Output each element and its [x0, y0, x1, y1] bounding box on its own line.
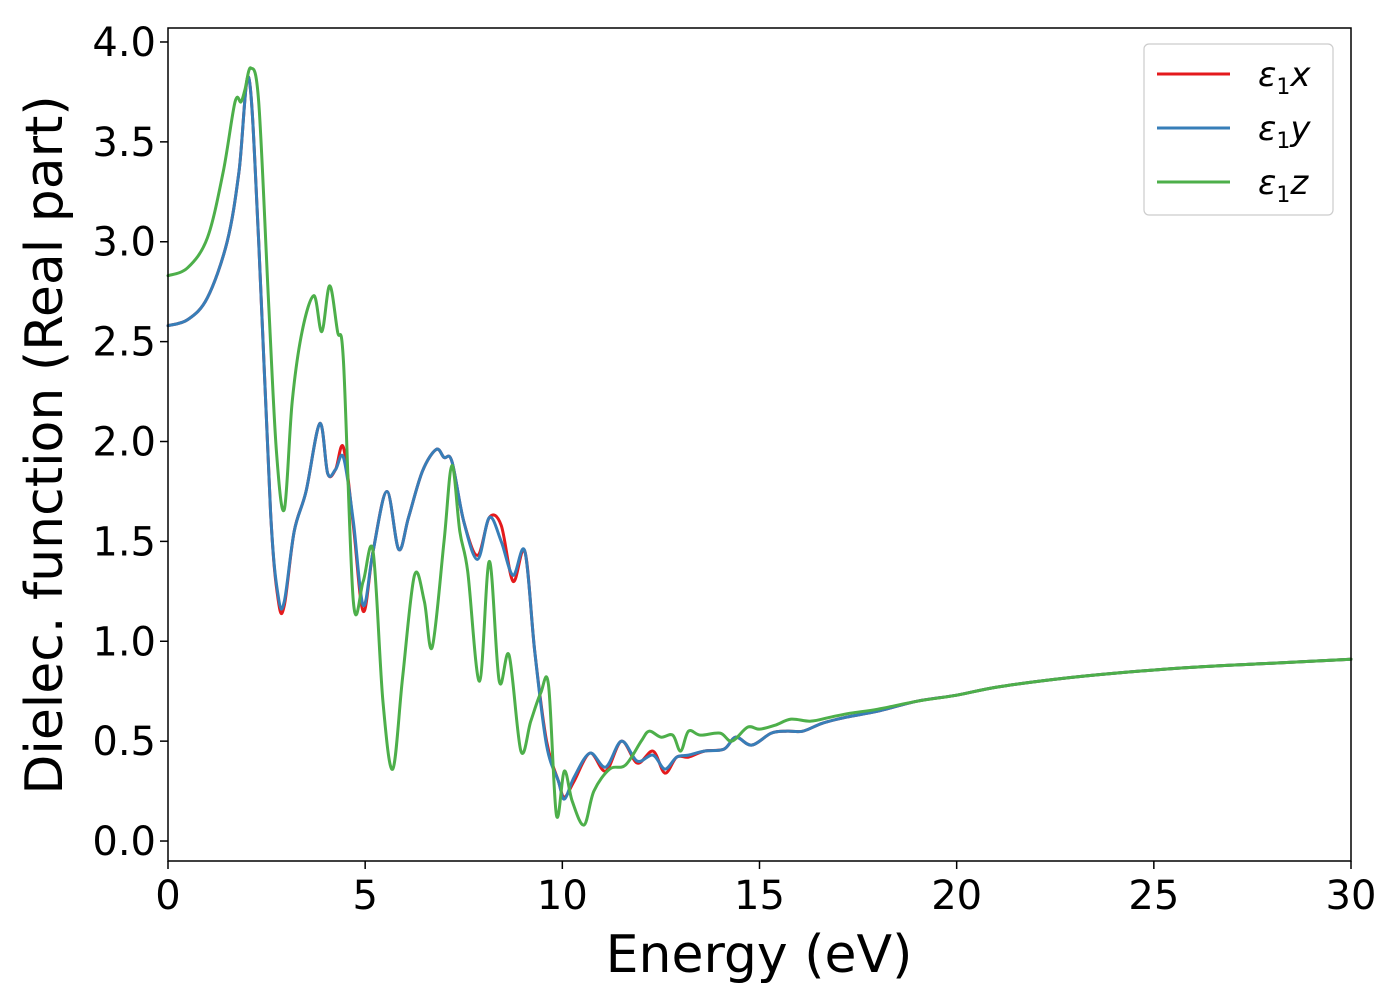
y-tick-label: 2.5: [92, 320, 156, 366]
legend-box: [1143, 43, 1334, 216]
y-tick-label: 3.0: [92, 220, 156, 266]
legend-subscript: 1: [1276, 129, 1290, 154]
series-layer: [166, 66, 1353, 827]
y-tick-label: 4.0: [92, 20, 156, 66]
legend-label-y: ε1y: [1258, 109, 1311, 154]
y-tick-label: 0.0: [92, 819, 156, 865]
legend-symbol: ε: [1258, 109, 1276, 149]
legend-label-z: ε1z: [1258, 163, 1309, 208]
y-tick-label: 0.5: [92, 719, 156, 765]
x-tick-label: 10: [537, 873, 588, 919]
legend-variable: x: [1289, 55, 1311, 95]
legend-symbol: ε: [1258, 163, 1276, 203]
legend-subscript: 1: [1276, 75, 1290, 100]
x-tick-label: 25: [1128, 873, 1179, 919]
x-axis-label: Energy (eV): [606, 925, 913, 985]
y-tick-label: 3.5: [92, 120, 156, 166]
series-line-y: [166, 75, 1353, 801]
x-tick-label: 15: [734, 873, 785, 919]
legend-subscript: 1: [1276, 183, 1290, 208]
y-axis: 0.0 0.5 1.0 1.5 2.0 2.5 3.0 3.5 4.0: [92, 20, 168, 865]
y-tick-label: 1.0: [92, 619, 156, 665]
y-tick-label: 1.5: [92, 519, 156, 565]
y-axis-label: Dielec. function (Real part): [15, 95, 75, 794]
x-axis: 0 5 10 15 20 25 30: [155, 861, 1376, 919]
legend-symbol: ε: [1258, 55, 1276, 95]
series-line-z: [166, 66, 1353, 827]
legend-variable: z: [1289, 163, 1309, 203]
y-tick-label: 2.0: [92, 420, 156, 466]
legend-label-x: ε1x: [1258, 55, 1311, 100]
legend-variable: y: [1289, 109, 1311, 149]
x-tick-label: 30: [1326, 873, 1377, 919]
x-tick-label: 20: [931, 873, 982, 919]
x-tick-label: 5: [352, 873, 377, 919]
x-tick-label: 0: [155, 873, 180, 919]
